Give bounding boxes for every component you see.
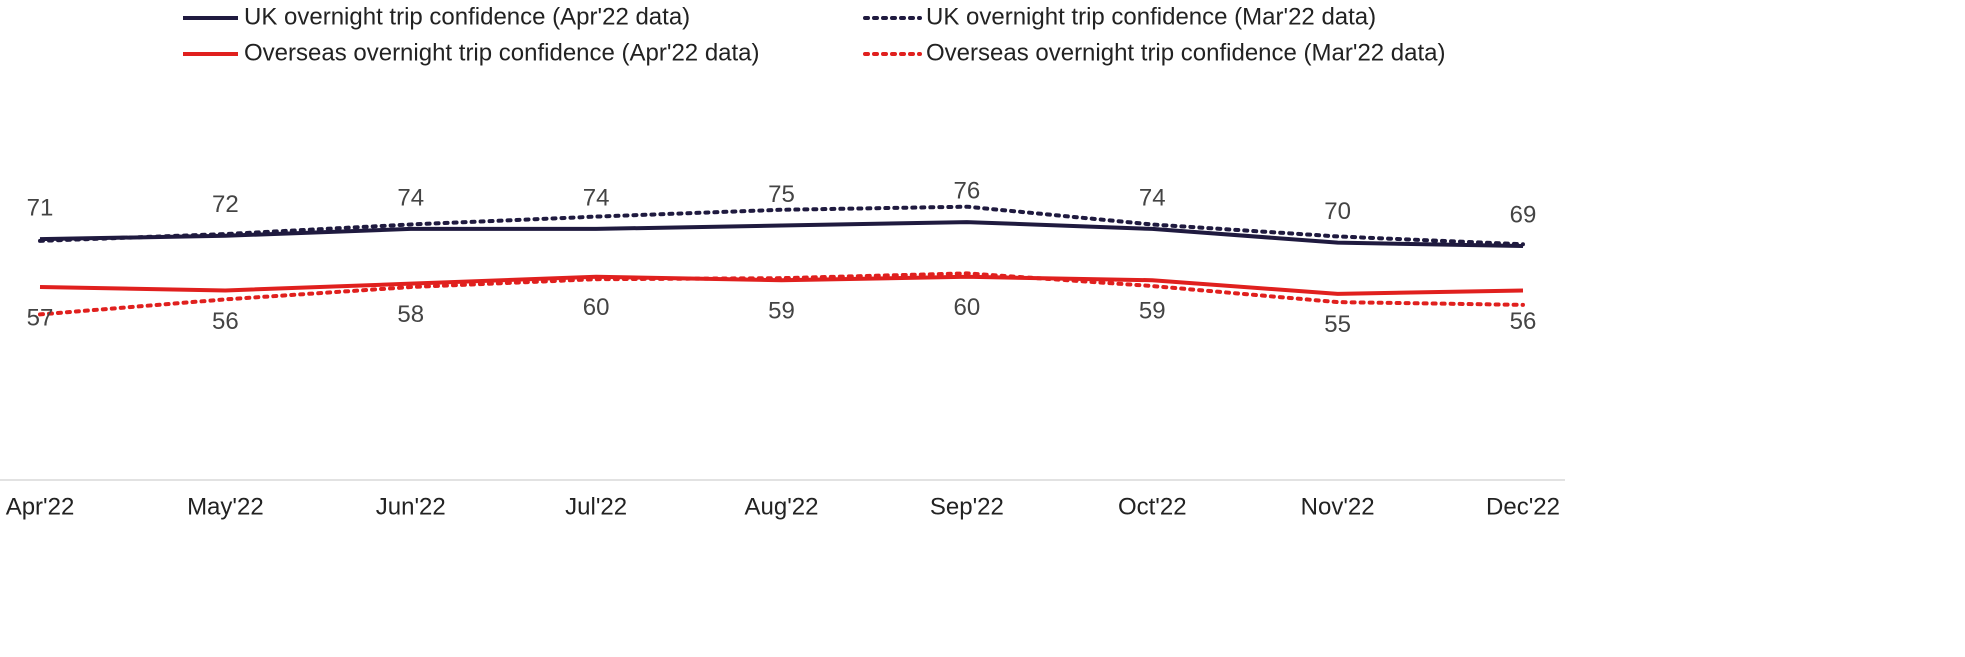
x-tick-label: Sep'22 (930, 493, 1004, 520)
data-label: 60 (583, 294, 610, 321)
data-label: 56 (212, 308, 239, 335)
x-tick-label: Oct'22 (1118, 493, 1187, 520)
legend-label: UK overnight trip confidence (Apr'22 dat… (244, 3, 690, 30)
data-label: 74 (1139, 184, 1166, 211)
data-label: 59 (768, 298, 795, 325)
series-line (38, 271, 1525, 317)
data-label: 55 (1324, 311, 1351, 338)
data-label: 59 (1139, 298, 1166, 325)
legend-label: UK overnight trip confidence (Mar'22 dat… (926, 3, 1376, 30)
data-label: 57 (27, 304, 54, 331)
x-tick-label: Nov'22 (1301, 493, 1375, 520)
data-label: 71 (27, 195, 54, 222)
data-label: 69 (1510, 201, 1537, 228)
data-label: 60 (954, 294, 981, 321)
x-tick-label: Apr'22 (6, 493, 75, 520)
series-line (39, 274, 1524, 296)
series-line (39, 220, 1524, 249)
x-tick-label: Aug'22 (745, 493, 819, 520)
data-label: 58 (397, 301, 424, 328)
chart: UK overnight trip confidence (Apr'22 dat… (0, 3, 1565, 520)
data-label: 75 (768, 181, 795, 208)
data-label: 72 (212, 191, 239, 218)
series-line (38, 204, 1525, 247)
data-label: 70 (1324, 198, 1351, 225)
x-tick-label: Dec'22 (1486, 493, 1560, 520)
data-label: 74 (583, 184, 610, 211)
x-tick-label: Jun'22 (376, 493, 446, 520)
x-tick-label: May'22 (187, 493, 264, 520)
data-label: 76 (954, 177, 981, 204)
x-tick-label: Jul'22 (565, 493, 627, 520)
data-label: 56 (1510, 308, 1537, 335)
legend-label: Overseas overnight trip confidence (Mar'… (926, 39, 1446, 66)
legend-label: Overseas overnight trip confidence (Apr'… (244, 39, 760, 66)
data-label: 74 (397, 184, 424, 211)
